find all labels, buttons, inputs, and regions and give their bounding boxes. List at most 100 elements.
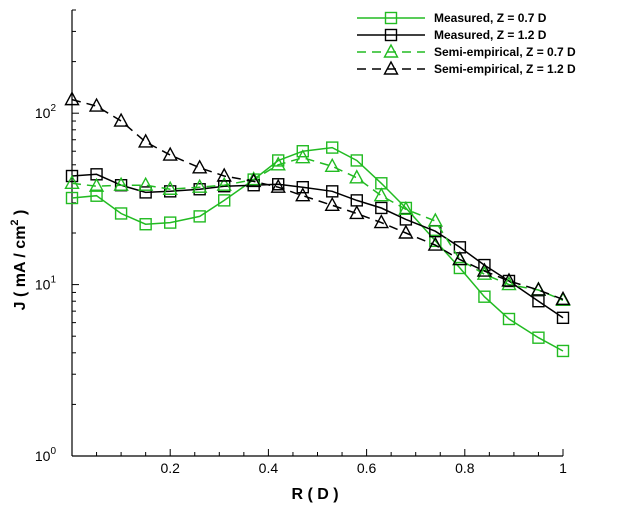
series-line — [71, 173, 564, 319]
data-point — [556, 344, 570, 358]
data-point — [532, 295, 545, 308]
data-point — [296, 181, 309, 194]
y-axis-title: J ( mA / cm2 ) — [9, 210, 29, 311]
data-point — [218, 194, 231, 207]
series-line — [71, 98, 564, 301]
data-point — [452, 251, 468, 266]
data-point — [476, 262, 493, 277]
y-axis-title-main: J ( mA / cm — [12, 226, 29, 311]
data-point — [427, 236, 444, 251]
series-layer — [64, 91, 571, 358]
data-point — [162, 146, 178, 161]
data-point — [64, 91, 80, 106]
data-point — [453, 261, 467, 275]
data-point — [88, 97, 105, 112]
series-3 — [64, 149, 571, 306]
legend-marker — [384, 11, 398, 25]
data-point — [272, 154, 285, 167]
data-point — [137, 133, 154, 148]
legend-label: Measured, Z = 0.7 D — [434, 11, 547, 25]
data-point — [476, 265, 493, 280]
legend-label: Semi-empirical, Z = 1.2 D — [434, 62, 576, 76]
data-point — [429, 234, 442, 248]
data-point — [398, 200, 414, 215]
legend-entry: Semi-empirical, Z = 1.2 D — [357, 60, 576, 76]
y-tick-exponent: 1 — [50, 275, 56, 286]
data-point — [191, 178, 208, 193]
y-tick-base: 10 — [35, 448, 51, 464]
y-tick-exponent: 2 — [50, 103, 56, 114]
data-point — [163, 216, 177, 229]
series-4 — [64, 91, 571, 306]
data-point — [530, 281, 547, 296]
data-point — [556, 311, 570, 325]
x-tick-label: 0.2 — [160, 460, 180, 476]
data-point — [64, 174, 80, 189]
legend-label: Semi-empirical, Z = 0.7 D — [434, 45, 576, 59]
legend-marker — [383, 43, 399, 58]
y-tick-base: 10 — [35, 105, 51, 121]
data-point — [373, 214, 390, 229]
series-line — [71, 146, 564, 352]
data-point — [139, 186, 152, 199]
legend-marker — [383, 60, 399, 75]
data-point — [324, 196, 340, 212]
data-point — [501, 272, 517, 287]
data-point — [137, 176, 154, 191]
plot-frame — [71, 10, 563, 457]
legend-label: Measured, Z = 1.2 D — [434, 28, 547, 42]
data-point — [65, 169, 79, 183]
data-point — [326, 185, 339, 198]
data-point — [373, 187, 390, 202]
data-point — [139, 218, 152, 231]
y-tick-base: 10 — [35, 277, 51, 293]
data-point — [113, 176, 129, 191]
data-point — [350, 154, 363, 167]
series-2 — [65, 168, 570, 325]
legend-entry: Measured, Z = 1.2 D — [357, 28, 547, 42]
data-point — [349, 169, 365, 184]
y-axis-title-superscript: 2 — [9, 219, 21, 225]
x-tick-label: 0.8 — [455, 460, 475, 476]
data-point — [349, 205, 365, 220]
data-point — [216, 167, 232, 182]
data-point — [502, 312, 516, 326]
x-axis-title: R ( D ) — [291, 486, 338, 503]
data-point — [296, 145, 309, 158]
data-point — [191, 159, 208, 174]
x-tick-label: 1 — [559, 460, 567, 476]
data-point — [65, 191, 79, 205]
legend-marker — [384, 28, 398, 42]
data-point — [326, 141, 339, 154]
y-tick-label: 100 — [35, 446, 57, 464]
legend-entry: Measured, Z = 0.7 D — [357, 11, 547, 25]
y-tick-label: 101 — [35, 275, 57, 293]
data-point — [113, 112, 129, 127]
data-point — [555, 290, 571, 306]
data-point — [245, 171, 262, 186]
data-point — [375, 201, 388, 215]
y-tick-label: 102 — [35, 103, 57, 121]
data-point — [295, 149, 311, 164]
data-point — [501, 276, 517, 291]
data-point — [114, 207, 128, 220]
data-point — [398, 224, 414, 239]
legend: Measured, Z = 0.7 D Measured, Z = 1.2 D Se… — [357, 11, 576, 76]
data-point — [427, 212, 444, 227]
data-point — [193, 210, 206, 223]
data-point — [270, 178, 286, 193]
y-axis-title-end: ) — [12, 210, 29, 220]
x-tick-label: 0.6 — [357, 460, 377, 476]
data-point — [90, 189, 103, 202]
data-point — [532, 331, 545, 344]
legend-entry: Semi-empirical, Z = 0.7 D — [357, 43, 576, 59]
y-tick-exponent: 0 — [50, 446, 56, 457]
series-1 — [65, 141, 570, 358]
data-point — [216, 176, 232, 191]
data-point — [270, 156, 286, 171]
data-point — [555, 291, 571, 306]
data-point — [162, 180, 178, 195]
x-tick-label: 0.4 — [259, 460, 279, 476]
